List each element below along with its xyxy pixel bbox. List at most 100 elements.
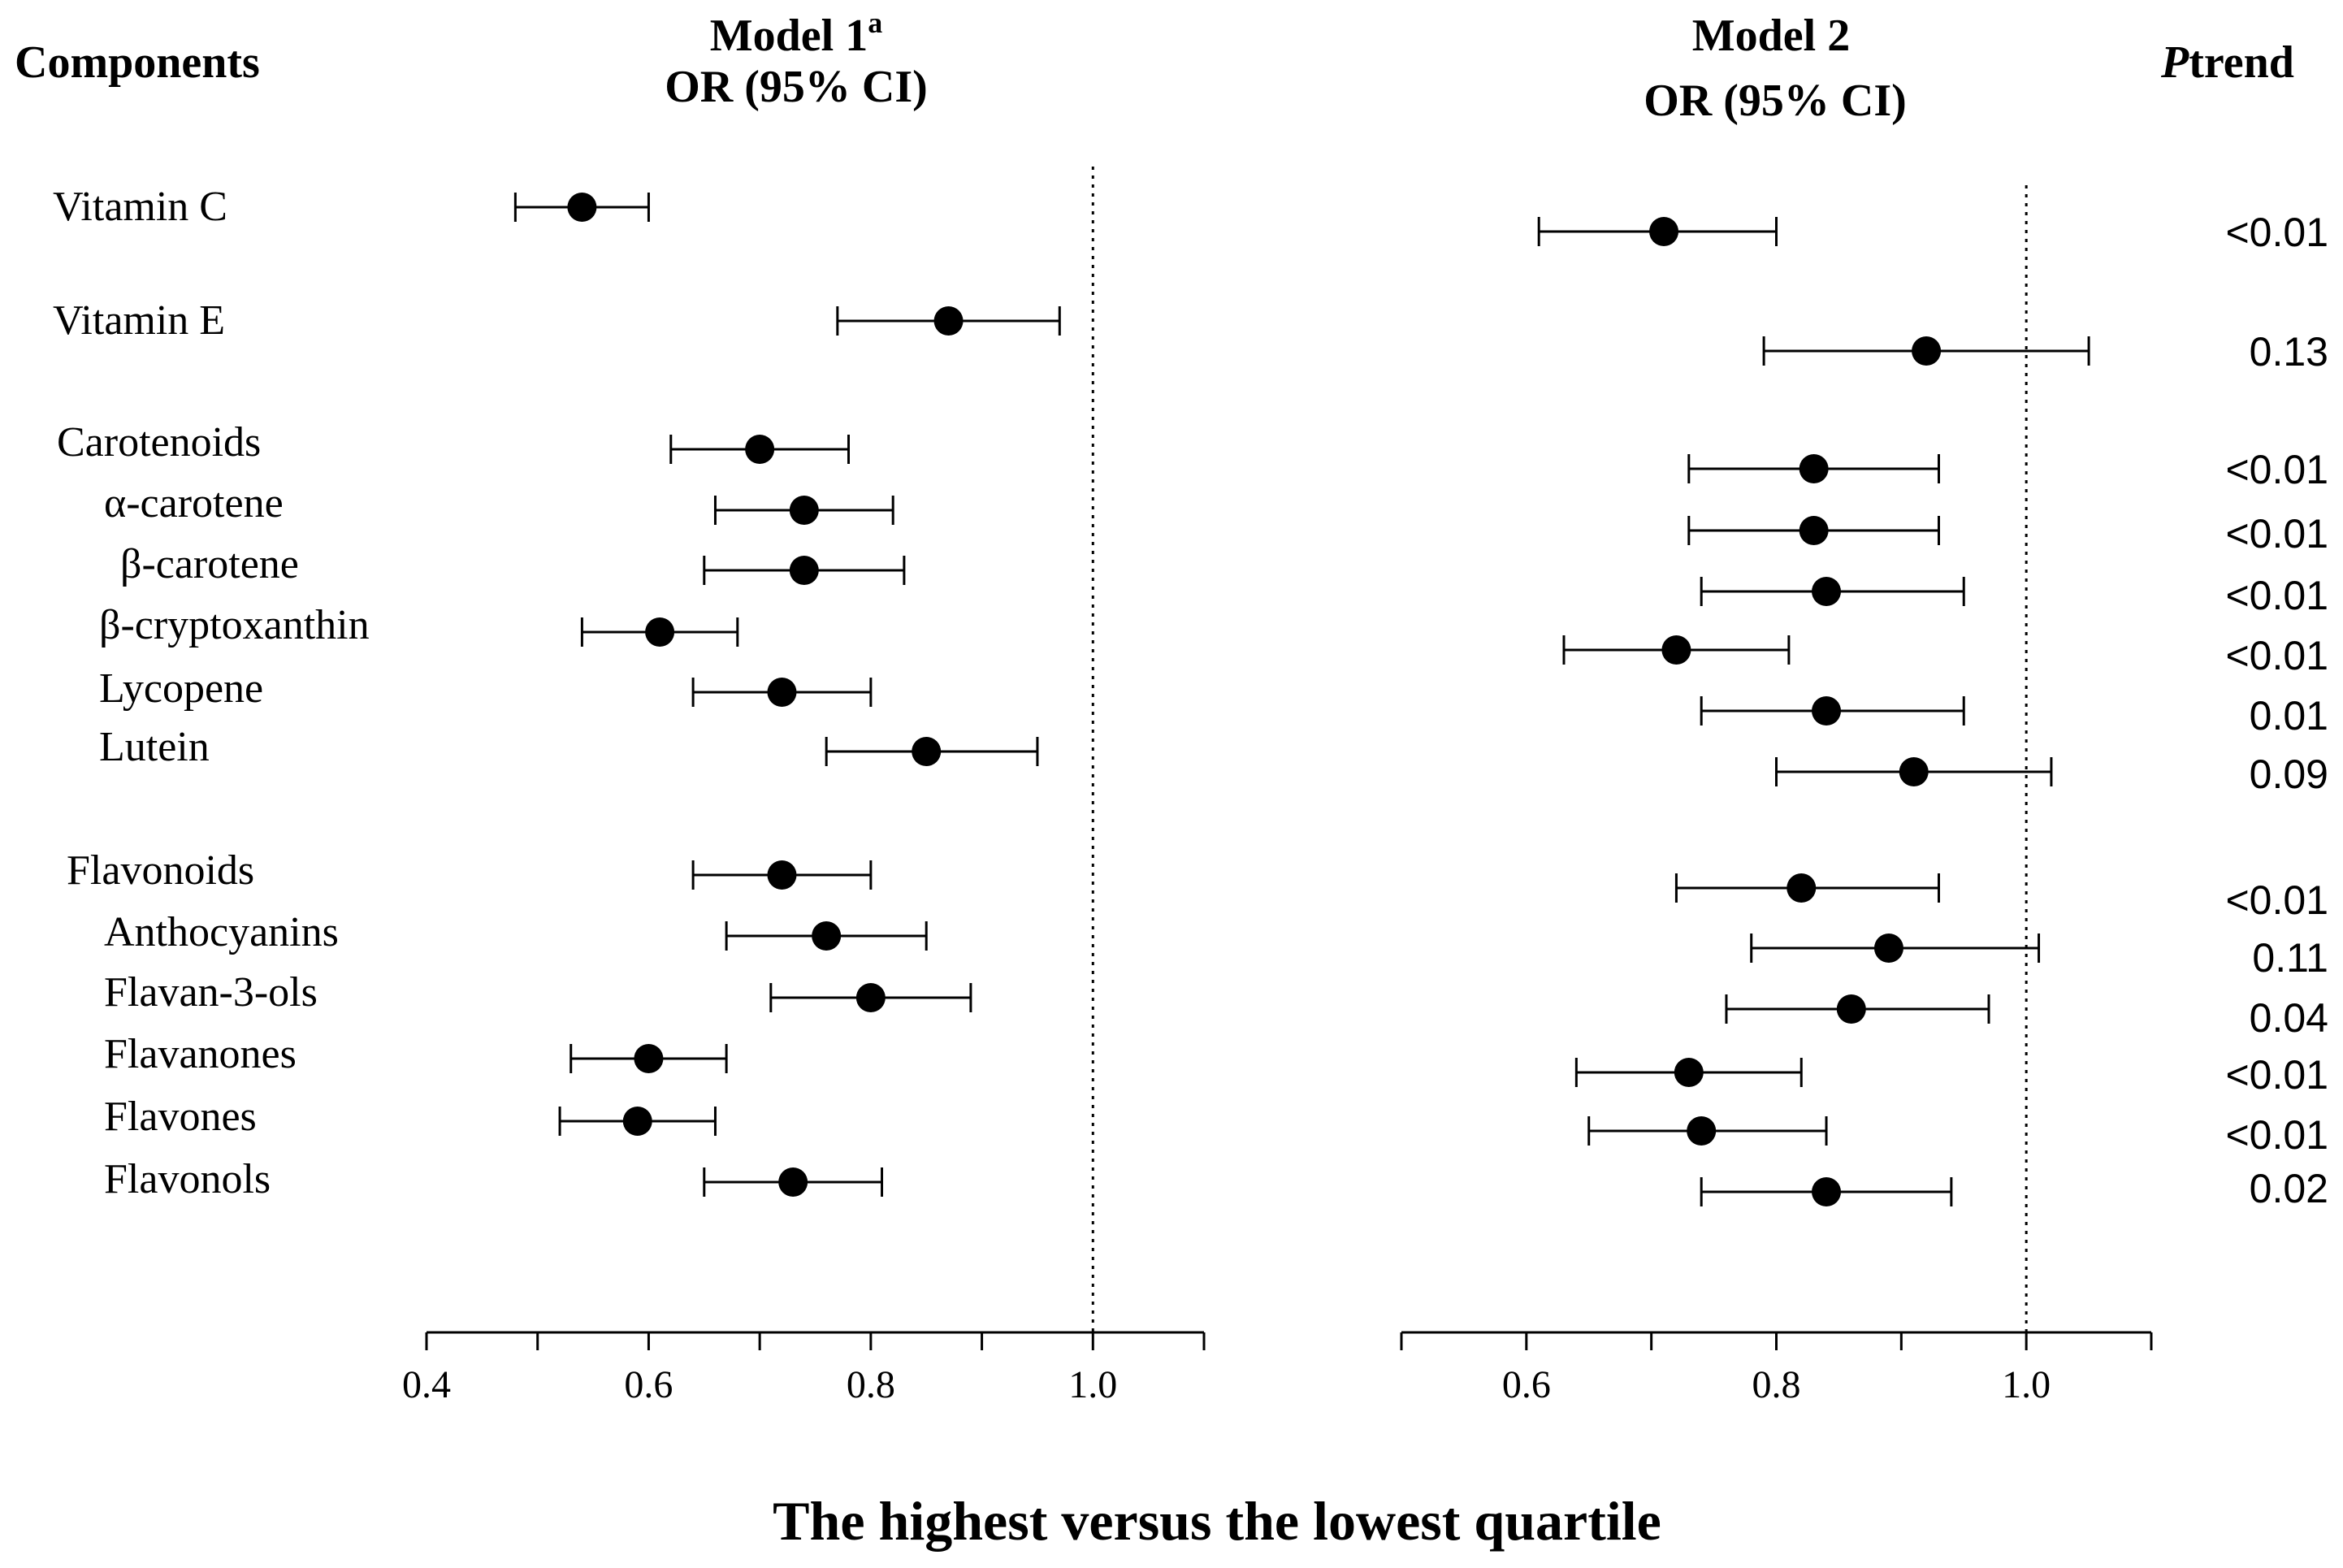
row-label: Flavan-3-ols: [104, 969, 318, 1016]
ci-row: [1587, 1116, 1828, 1146]
ci-row: [703, 1167, 884, 1197]
ptrend-value: 0.11: [2252, 935, 2328, 981]
ci-row: [513, 193, 650, 222]
or-point: [789, 496, 819, 525]
ptrend-values: <0.01 0.13 <0.01 <0.01 <0.01 <0.01 0.01 0.09 <0.…: [2225, 210, 2328, 1211]
x-axis-title: The highest versus the lowest quartile: [773, 1490, 1661, 1552]
model1-panel: 0.4 0.6 0.8 1.0: [402, 167, 1206, 1406]
x-tick-label: 0.8: [1752, 1363, 1801, 1406]
row-label: β-carotene: [120, 541, 299, 587]
model1-subtitle: OR (95% CI): [665, 62, 928, 112]
x-tick-label: 0.6: [624, 1363, 673, 1406]
row-label: Flavones: [104, 1094, 257, 1140]
row-label: Anthocyanins: [104, 909, 339, 955]
ptrend-header: Ptrend: [2160, 37, 2294, 88]
ci-row: [1700, 577, 1965, 606]
ci-row: [769, 983, 972, 1012]
ptrend-value: <0.01: [2225, 573, 2328, 618]
row-labels: Vitamin C Vitamin E Carotenoids α-carotene β…: [53, 184, 370, 1202]
row-label: Vitamin C: [53, 184, 227, 230]
row-label: Lycopene: [99, 665, 263, 712]
or-point: [622, 1107, 652, 1136]
ptrend-value: <0.01: [2225, 1112, 2328, 1158]
components-header: Components: [15, 37, 260, 88]
or-point: [1799, 516, 1829, 545]
or-point: [1786, 873, 1817, 903]
ci-row: [1674, 873, 1940, 903]
ptrend-value: <0.01: [2225, 511, 2328, 557]
or-point: [778, 1167, 808, 1197]
ci-row: [1725, 994, 1990, 1024]
ptrend-value: <0.01: [2225, 877, 2328, 923]
ci-row: [580, 617, 739, 647]
ptrend-value: 0.13: [2250, 329, 2328, 375]
or-point: [1687, 1116, 1717, 1146]
row-label: Flavonols: [104, 1156, 271, 1202]
ci-row: [669, 435, 851, 464]
or-point: [1674, 1058, 1704, 1087]
or-point: [1812, 1177, 1842, 1206]
model2-subtitle: OR (95% CI): [1644, 76, 1907, 126]
or-point: [645, 617, 675, 647]
ci-row: [1687, 454, 1940, 483]
ci-row: [836, 306, 1061, 336]
or-point: [767, 860, 797, 890]
row-label: Carotenoids: [57, 419, 261, 466]
ci-row: [1762, 336, 2090, 366]
model1-superscript: a: [868, 6, 882, 39]
ci-row: [713, 496, 894, 525]
model1-title: Model 1a: [710, 6, 882, 61]
or-point: [1812, 696, 1842, 726]
ptrend-value: <0.01: [2225, 1052, 2328, 1098]
ci-row: [691, 860, 873, 890]
row-label: Flavonoids: [67, 847, 254, 894]
ptrend-value: <0.01: [2225, 447, 2328, 492]
ci-row: [1700, 1177, 1953, 1206]
row-label: Flavanones: [104, 1031, 297, 1077]
or-point: [1873, 933, 1903, 963]
x-tick-label: 0.4: [402, 1363, 451, 1406]
ci-row: [725, 921, 928, 951]
row-label: Lutein: [99, 724, 210, 770]
ptrend-value: <0.01: [2225, 633, 2328, 678]
ci-row: [1775, 757, 2053, 786]
or-point: [1836, 994, 1866, 1024]
ci-row: [558, 1107, 717, 1136]
row-label: Vitamin E: [53, 297, 225, 344]
x-tick-label: 0.6: [1502, 1363, 1551, 1406]
row-label: β-cryptoxanthin: [99, 602, 370, 648]
or-point: [767, 678, 797, 707]
or-point: [789, 556, 819, 585]
row-label: α-carotene: [104, 480, 284, 526]
or-point: [634, 1044, 664, 1073]
or-point: [1649, 217, 1679, 246]
ptrend-value: 0.01: [2250, 693, 2328, 739]
ci-row: [1700, 696, 1965, 726]
or-point: [1812, 577, 1842, 606]
ci-row: [1750, 933, 2041, 963]
or-point: [567, 193, 597, 222]
ci-row: [1562, 635, 1791, 665]
ci-row: [703, 556, 906, 585]
ci-row: [1537, 217, 1778, 246]
or-point: [1799, 454, 1829, 483]
or-point: [812, 921, 842, 951]
or-point: [745, 435, 775, 464]
ci-row: [570, 1044, 728, 1073]
or-point: [1912, 336, 1942, 366]
x-tick-label: 0.8: [847, 1363, 895, 1406]
or-point: [855, 983, 886, 1012]
ptrend-value: 0.04: [2250, 995, 2328, 1041]
x-tick-label: 1.0: [2002, 1363, 2051, 1406]
model2-title: Model 2: [1692, 11, 1850, 61]
ci-row: [1574, 1058, 1803, 1087]
or-point: [933, 306, 964, 336]
model2-panel: 0.6 0.8 1.0: [1400, 185, 2153, 1406]
or-point: [1899, 757, 1929, 786]
ci-row: [825, 737, 1039, 766]
x-tick-label: 1.0: [1068, 1363, 1117, 1406]
ci-row: [691, 678, 873, 707]
ptrend-value: 0.02: [2250, 1166, 2328, 1211]
ptrend-value: <0.01: [2225, 210, 2328, 255]
